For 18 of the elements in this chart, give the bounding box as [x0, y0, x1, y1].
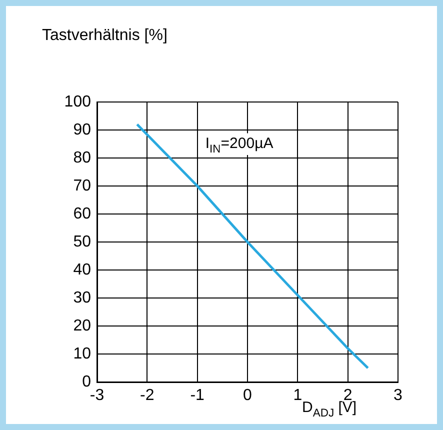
y-tick-label: 50	[73, 233, 92, 250]
y-axis-title: Tastverhältnis [%]	[42, 27, 168, 44]
x-tick-label: -3	[90, 387, 104, 404]
x-tick-label: 3	[394, 387, 403, 404]
y-tick-label: 10	[73, 345, 92, 362]
x-tick-label: -2	[140, 387, 154, 404]
x-tick-label: -1	[190, 387, 205, 404]
y-tick-label: 0	[82, 373, 92, 390]
x-tick-label: 0	[243, 387, 252, 404]
y-tick-label: 70	[73, 177, 92, 194]
y-tick-label: 40	[73, 261, 92, 278]
y-tick-label: 100	[64, 93, 92, 110]
y-tick-label: 60	[73, 205, 92, 222]
y-tick-label: 90	[73, 121, 92, 138]
y-tick-label: 80	[73, 149, 92, 166]
x-tick-label: 1	[293, 387, 302, 404]
y-tick-label: 30	[73, 289, 92, 306]
y-tick-label: 20	[73, 317, 92, 334]
